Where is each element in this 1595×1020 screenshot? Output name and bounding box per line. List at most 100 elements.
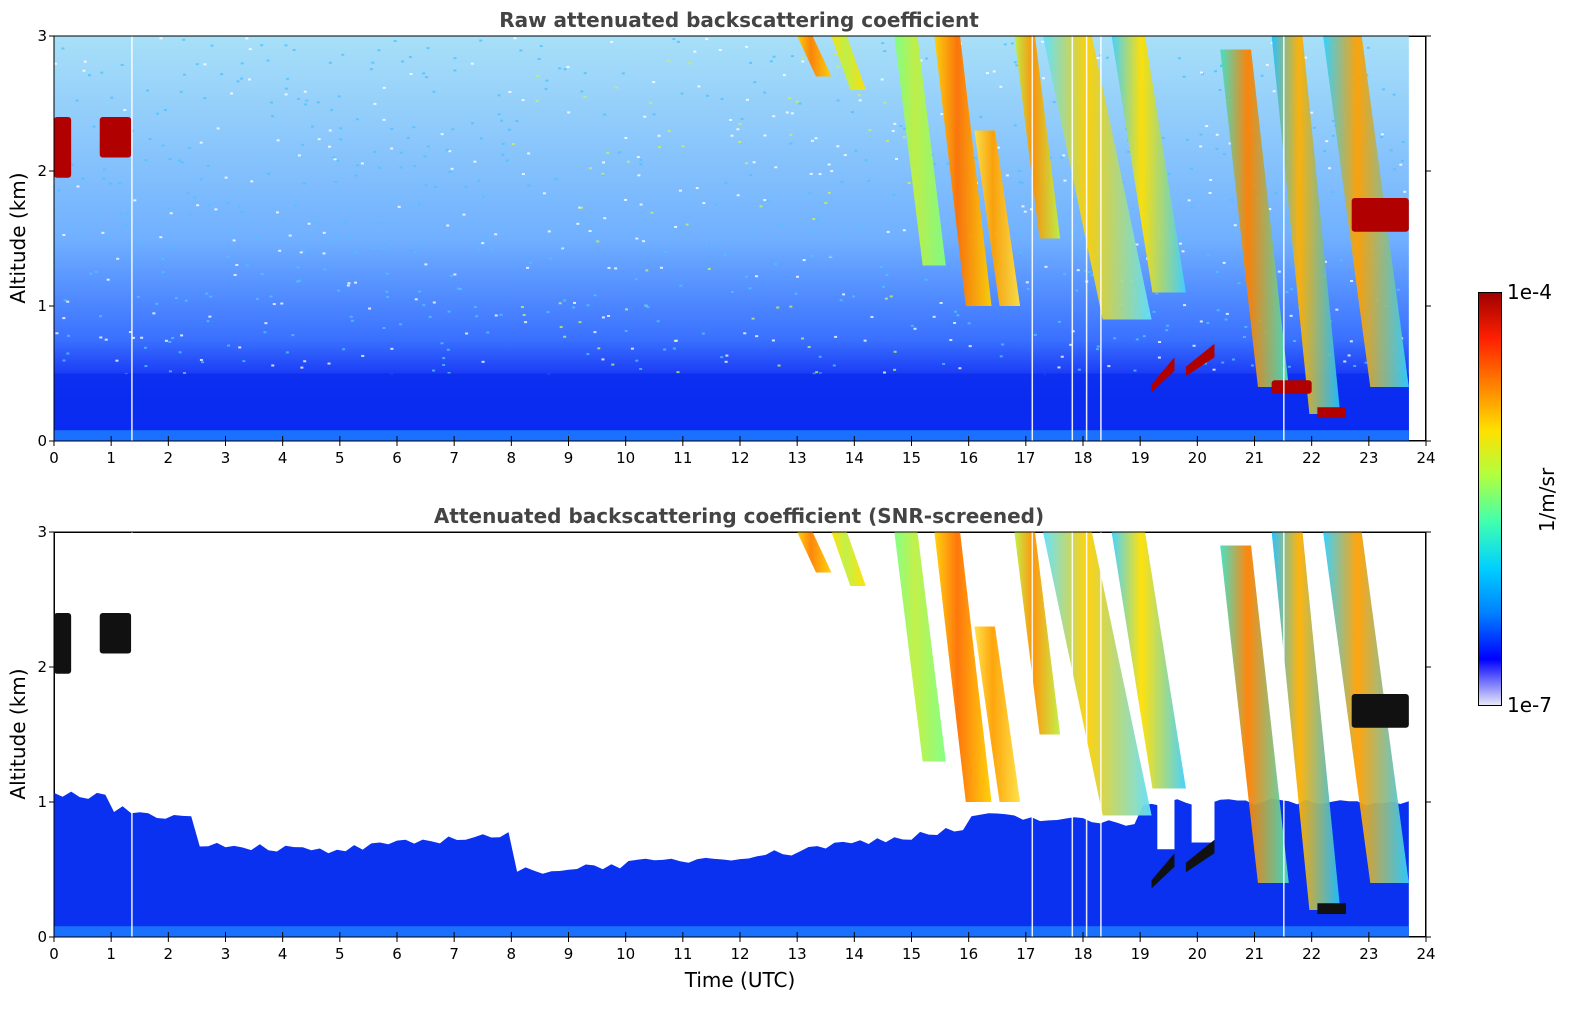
noise-speckle — [672, 38, 676, 41]
noise-speckle — [226, 255, 230, 258]
x-tick-label: 14 — [844, 449, 864, 467]
noise-speckle — [836, 145, 840, 148]
noise-speckle — [1063, 179, 1067, 182]
noise-speckle — [433, 186, 437, 189]
x-tick-label: 5 — [335, 945, 345, 963]
noise-speckle — [1392, 168, 1396, 171]
noise-speckle — [179, 90, 183, 93]
noise-speckle — [390, 147, 394, 150]
noise-speckle — [520, 305, 524, 308]
noise-speckle — [349, 315, 353, 318]
noise-speckle — [814, 137, 818, 140]
noise-speckle — [494, 314, 498, 317]
noise-speckle — [381, 247, 385, 250]
noise-speckle — [372, 247, 376, 250]
noise-speckle — [242, 360, 246, 363]
noise-speckle — [685, 223, 689, 226]
noise-speckle — [203, 97, 207, 100]
noise-speckle — [1323, 260, 1327, 263]
noise-speckle — [267, 172, 271, 175]
y-tick-label: 2 — [37, 658, 47, 676]
noise-speckle — [388, 243, 392, 246]
noise-speckle — [92, 125, 96, 128]
noise-speckle — [586, 353, 590, 356]
noise-speckle — [266, 59, 270, 62]
noise-speckle — [607, 314, 611, 317]
x-tick-label: 23 — [1359, 945, 1379, 963]
noise-speckle — [580, 90, 584, 93]
noise-speckle — [171, 246, 175, 249]
noise-speckle — [311, 125, 315, 128]
noise-speckle — [1215, 147, 1219, 150]
noise-speckle — [448, 170, 452, 173]
noise-speckle — [105, 237, 109, 240]
x-tick-label: 21 — [1244, 449, 1265, 467]
noise-speckle — [508, 90, 512, 93]
noise-speckle — [881, 285, 885, 288]
noise-speckle — [650, 211, 654, 214]
noise-speckle — [409, 73, 413, 76]
noise-speckle — [139, 241, 143, 244]
noise-speckle — [973, 157, 977, 160]
noise-speckle — [422, 72, 426, 75]
noise-speckle — [886, 139, 890, 142]
noise-speckle — [189, 213, 193, 216]
noise-speckle — [870, 315, 874, 318]
noise-speckle — [1225, 312, 1229, 315]
noise-speckle — [302, 182, 306, 185]
noise-speckle — [183, 372, 187, 375]
noise-speckle — [1020, 181, 1024, 184]
noise-speckle — [453, 273, 457, 276]
noise-speckle — [316, 101, 320, 104]
noise-speckle — [925, 57, 929, 60]
noise-speckle — [232, 239, 236, 242]
noise-speckle — [1069, 343, 1073, 346]
noise-speckle — [297, 98, 301, 101]
noise-speckle — [371, 61, 375, 64]
noise-speckle — [513, 37, 517, 40]
noise-speckle — [269, 295, 273, 298]
noise-speckle — [322, 252, 326, 255]
noise-speckle — [302, 249, 306, 252]
precipitation-streak — [894, 532, 946, 762]
noise-speckle — [951, 197, 955, 200]
x-tick-label: 12 — [730, 945, 750, 963]
noise-speckle — [81, 234, 85, 237]
noise-speckle — [70, 163, 74, 166]
noise-speckle — [286, 77, 290, 80]
precipitation-streak — [1042, 36, 1152, 320]
noise-speckle — [745, 45, 749, 48]
noise-speckle — [182, 38, 186, 41]
noise-speckle — [1152, 310, 1156, 313]
noise-speckle — [350, 319, 354, 322]
noise-speckle — [1071, 198, 1075, 201]
noise-speckle — [276, 139, 280, 142]
noise-speckle — [563, 68, 567, 71]
noise-speckle — [864, 159, 868, 162]
noise-speckle — [744, 162, 748, 165]
precipitation-streak — [974, 130, 1021, 306]
noise-speckle — [464, 185, 468, 188]
noise-speckle — [954, 219, 958, 222]
dense-cloud — [1351, 694, 1409, 728]
noise-speckle — [297, 154, 301, 157]
noise-speckle — [549, 257, 553, 260]
noise-speckle — [180, 161, 184, 164]
noise-speckle — [193, 196, 197, 199]
noise-speckle — [1030, 208, 1034, 211]
x-tick-label: 16 — [959, 449, 979, 467]
noise-speckle — [681, 145, 685, 148]
noise-speckle — [749, 173, 753, 176]
noise-speckle — [1088, 270, 1092, 273]
noise-speckle — [1214, 70, 1218, 73]
plot-border — [53, 35, 1427, 442]
noise-speckle — [354, 281, 358, 284]
x-tick-label: 7 — [449, 449, 459, 467]
noise-speckle — [360, 162, 364, 165]
noise-speckle — [1206, 321, 1210, 324]
noise-speckle — [755, 275, 759, 278]
noise-speckle — [842, 293, 846, 296]
top-chart-title: Raw attenuated backscattering coefficien… — [499, 8, 979, 32]
noise-speckle — [1277, 270, 1281, 273]
noise-speckle — [393, 40, 397, 43]
